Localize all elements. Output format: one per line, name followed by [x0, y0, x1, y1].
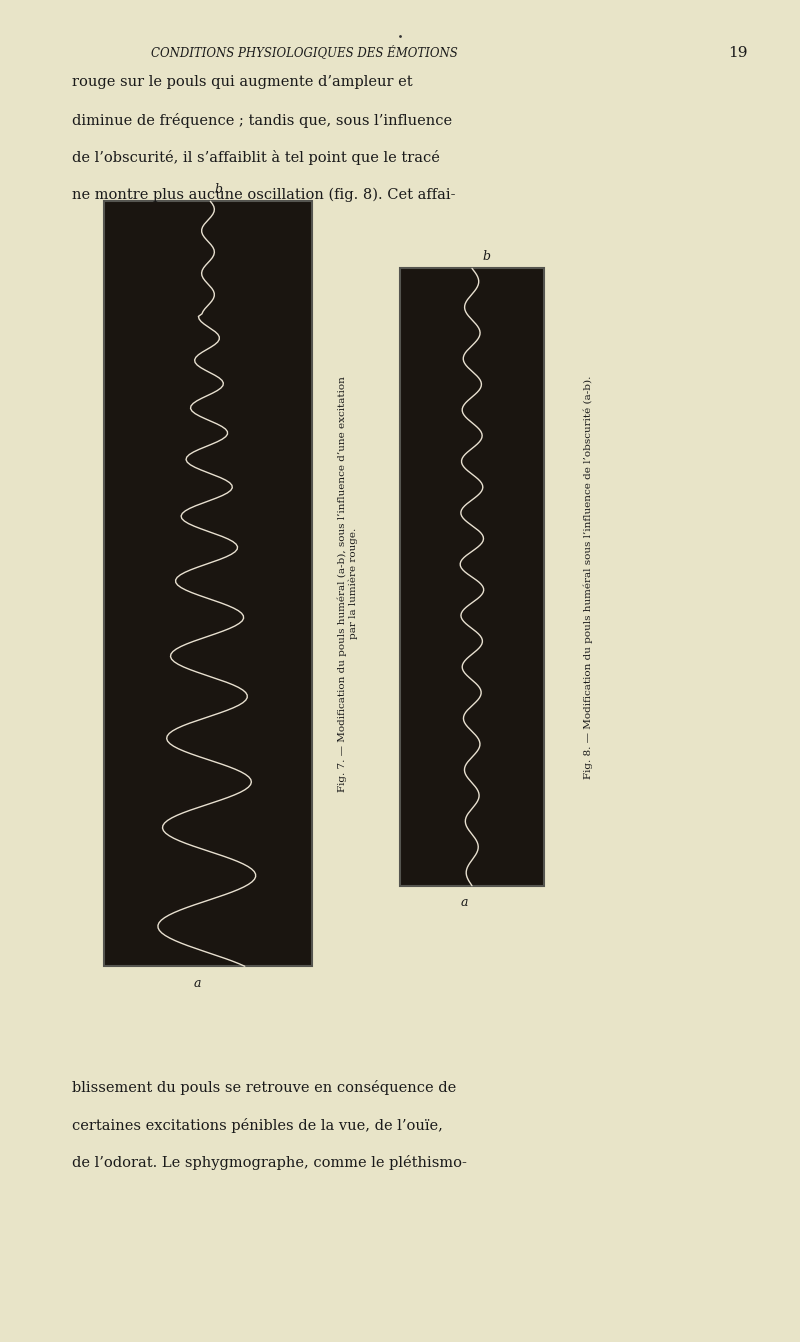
Text: de l’obscurité, il s’affaiblit à tel point que le tracé: de l’obscurité, il s’affaiblit à tel poi…	[72, 150, 440, 165]
FancyBboxPatch shape	[104, 201, 312, 966]
Text: blissement du pouls se retrouve en conséquence de: blissement du pouls se retrouve en consé…	[72, 1080, 456, 1095]
Text: b: b	[482, 250, 490, 263]
Text: a: a	[461, 896, 469, 910]
Text: certaines excitations pénibles de la vue, de l’ouïe,: certaines excitations pénibles de la vue…	[72, 1118, 443, 1133]
Text: b: b	[214, 183, 222, 196]
Text: Fig. 7. — Modification du pouls huméral (a-b), sous l’influence d’une excitation: Fig. 7. — Modification du pouls huméral …	[338, 376, 358, 792]
Text: rouge sur le pouls qui augmente d’ampleur et: rouge sur le pouls qui augmente d’ampleu…	[72, 75, 413, 89]
FancyBboxPatch shape	[400, 268, 544, 886]
Text: a: a	[194, 977, 202, 990]
Text: Fig. 8. — Modification du pouls huméral sous l’influence de l’obscurité (a-b).: Fig. 8. — Modification du pouls huméral …	[583, 376, 593, 778]
Text: CONDITIONS PHYSIOLOGIQUES DES ÉMOTIONS: CONDITIONS PHYSIOLOGIQUES DES ÉMOTIONS	[150, 46, 458, 59]
Text: 19: 19	[728, 46, 747, 59]
Text: diminue de fréquence ; tandis que, sous l’influence: diminue de fréquence ; tandis que, sous …	[72, 113, 452, 127]
Text: ne montre plus aucune oscillation (fig. 8). Cet affai-: ne montre plus aucune oscillation (fig. …	[72, 188, 455, 203]
Text: de l’odorat. Le sphygmographe, comme le pléthismo-: de l’odorat. Le sphygmographe, comme le …	[72, 1155, 467, 1170]
